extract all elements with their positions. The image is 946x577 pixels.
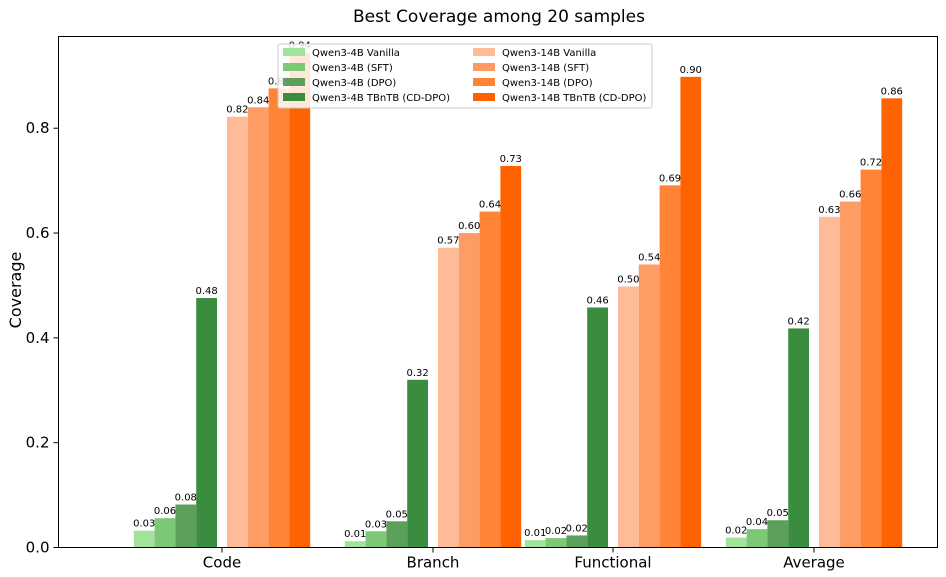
bar-branch-series-5 bbox=[458, 233, 480, 548]
legend-entry-label: Qwen3-14B Vanilla bbox=[502, 48, 596, 59]
bar-functional-series-1 bbox=[545, 538, 567, 548]
bar-code-series-3 bbox=[196, 298, 217, 548]
legend-swatch bbox=[283, 63, 305, 71]
data-label: 0.66 bbox=[839, 190, 861, 201]
data-label: 0.32 bbox=[406, 368, 428, 379]
legend-entry-label: Qwen3-4B TBnTB (CD-DPO) bbox=[312, 93, 450, 104]
data-label: 0.01 bbox=[344, 529, 366, 540]
data-label: 0.02 bbox=[566, 523, 588, 534]
data-label: 0.86 bbox=[881, 86, 903, 97]
bar-functional-series-5 bbox=[638, 264, 660, 548]
data-label: 0.06 bbox=[154, 506, 176, 517]
y-axis-label: Coverage bbox=[6, 252, 25, 329]
x-tick-label-code: Code bbox=[203, 554, 241, 572]
x-tick-label-branch: Branch bbox=[407, 554, 460, 572]
bar-average-series-5 bbox=[839, 201, 861, 548]
bar-branch-series-0 bbox=[344, 541, 366, 548]
bar-code-series-7 bbox=[289, 52, 311, 548]
legend-entry-label: Qwen3-4B (DPO) bbox=[312, 78, 396, 89]
bar-average-series-6 bbox=[860, 169, 882, 548]
bar-code-series-0 bbox=[133, 530, 155, 548]
data-label: 0.04 bbox=[746, 517, 768, 528]
y-axis-ticks: 0.0 0.2 0.4 0.6 0.8 bbox=[26, 119, 59, 557]
data-label: 0.57 bbox=[437, 236, 459, 247]
bar-code-series-1 bbox=[154, 518, 176, 548]
data-label: 0.90 bbox=[680, 65, 702, 76]
legend: Qwen3-4B Vanilla Qwen3-4B (SFT) Qwen3-4B (… bbox=[277, 43, 653, 109]
bar-functional-series-7 bbox=[680, 76, 702, 548]
bar-average-series-3 bbox=[788, 328, 809, 548]
bar-branch-series-2 bbox=[386, 521, 408, 548]
bar-functional-series-3 bbox=[587, 307, 608, 548]
data-label: 0.05 bbox=[386, 509, 408, 520]
legend-swatch bbox=[283, 78, 305, 86]
data-label: 0.01 bbox=[524, 528, 546, 539]
data-label: 0.60 bbox=[458, 221, 480, 232]
data-label: 0.48 bbox=[195, 286, 217, 297]
y-tick-label: 0.8 bbox=[26, 119, 50, 137]
bars-layer bbox=[133, 52, 903, 548]
bar-code-series-5 bbox=[247, 107, 269, 548]
bar-functional-series-6 bbox=[659, 185, 681, 548]
data-label: 0.54 bbox=[638, 252, 660, 263]
data-label: 0.03 bbox=[365, 519, 387, 530]
bar-branch-series-6 bbox=[479, 211, 501, 548]
data-label: 0.73 bbox=[500, 154, 522, 165]
legend-swatch bbox=[473, 63, 495, 71]
legend-swatch bbox=[283, 48, 305, 56]
chart-title: Best Coverage among 20 samples bbox=[353, 7, 645, 27]
x-tick-label-functional: Functional bbox=[574, 554, 651, 572]
bar-code-series-6 bbox=[268, 88, 290, 548]
data-label: 0.82 bbox=[226, 105, 248, 116]
legend-swatch bbox=[283, 93, 305, 101]
bar-branch-series-3 bbox=[407, 379, 428, 548]
y-tick-label: 0.6 bbox=[26, 224, 50, 242]
bar-average-series-1 bbox=[746, 529, 768, 548]
bar-average-series-7 bbox=[881, 98, 903, 548]
y-tick-label: 0.0 bbox=[26, 539, 50, 557]
data-label: 0.02 bbox=[545, 526, 567, 537]
legend-swatch bbox=[473, 78, 495, 86]
legend-entry-label: Qwen3-14B (SFT) bbox=[502, 63, 589, 74]
plot-frame bbox=[58, 36, 938, 548]
bar-branch-series-1 bbox=[365, 531, 387, 548]
data-label: 0.46 bbox=[586, 295, 608, 306]
legend-entry-label: Qwen3-4B Vanilla bbox=[312, 48, 400, 59]
bar-code-series-2 bbox=[175, 504, 197, 548]
y-tick-label: 0.4 bbox=[26, 329, 50, 347]
data-label: 0.02 bbox=[725, 526, 747, 537]
data-label: 0.72 bbox=[860, 158, 882, 169]
legend-swatch bbox=[473, 93, 495, 101]
data-label: 0.84 bbox=[247, 95, 269, 106]
data-label: 0.63 bbox=[818, 205, 840, 216]
data-label: 0.64 bbox=[479, 200, 501, 211]
bar-branch-series-4 bbox=[438, 247, 459, 548]
bar-functional-series-0 bbox=[524, 540, 546, 548]
x-tick-label-average: Average bbox=[783, 554, 845, 572]
data-label: 0.08 bbox=[175, 493, 197, 504]
bar-code-series-4 bbox=[227, 116, 248, 548]
data-label: 0.69 bbox=[659, 173, 681, 184]
bar-branch-series-7 bbox=[500, 165, 522, 548]
bar-functional-series-2 bbox=[566, 535, 588, 548]
data-label: 0.50 bbox=[617, 274, 639, 285]
data-labels-layer: 0.030.01 0.01 0.020.060.030.020.040.080.05… bbox=[133, 41, 903, 540]
data-label: 0.05 bbox=[767, 508, 789, 519]
legend-entry-label: Qwen3-14B (DPO) bbox=[502, 78, 593, 89]
data-label: 0.03 bbox=[133, 519, 155, 530]
bar-average-series-0 bbox=[725, 537, 747, 548]
bar-functional-series-4 bbox=[618, 286, 639, 548]
legend-entry-label: Qwen3-14B TBnTB (CD-DPO) bbox=[502, 93, 647, 104]
bar-average-series-4 bbox=[819, 216, 840, 548]
legend-swatch bbox=[473, 48, 495, 56]
data-label: 0.42 bbox=[787, 316, 809, 327]
legend-entry-label: Qwen3-4B (SFT) bbox=[312, 63, 393, 74]
x-axis-ticks: Code Branch Functional Average bbox=[203, 547, 845, 572]
legend-box bbox=[277, 43, 653, 109]
bar-average-series-2 bbox=[767, 520, 789, 548]
y-tick-label: 0.2 bbox=[26, 434, 50, 452]
